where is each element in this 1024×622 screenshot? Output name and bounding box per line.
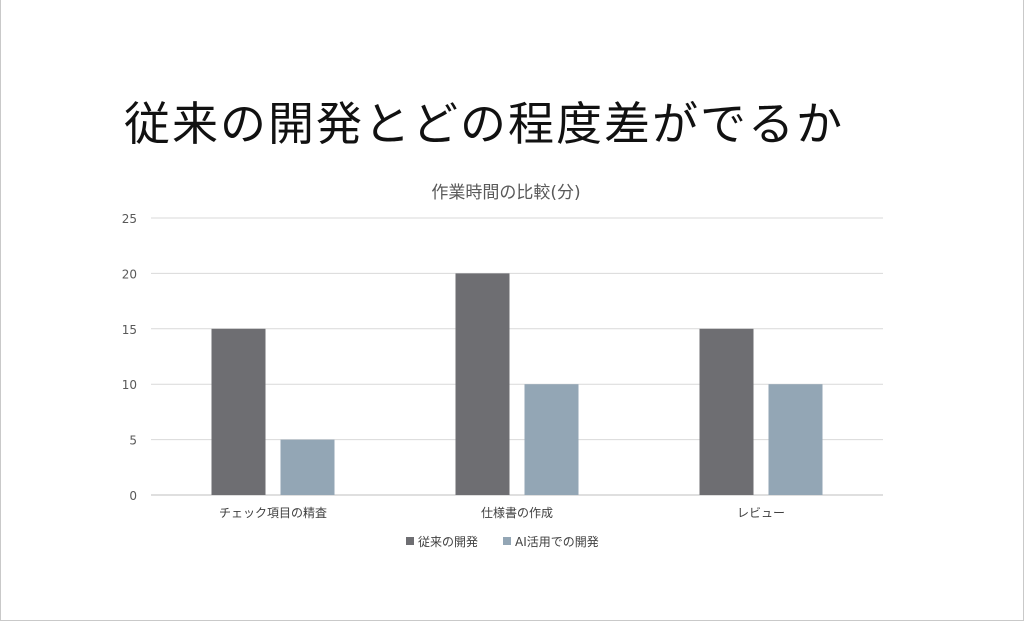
y-tick-label: 25	[122, 212, 137, 226]
y-tick-label: 10	[122, 378, 137, 392]
y-tick-label: 0	[129, 489, 137, 503]
legend-swatch	[503, 537, 511, 545]
bar-conventional-0	[211, 328, 266, 495]
y-tick-label: 15	[122, 323, 137, 337]
bar-conventional-1	[455, 273, 510, 495]
legend: 従来の開発 AI活用での開発	[406, 535, 599, 549]
bar-ai-0	[280, 439, 335, 495]
legend-label: 従来の開発	[418, 535, 478, 549]
bar-ai-2	[768, 384, 823, 495]
slide-title: 従来の開発とどの程度差がでるか	[124, 97, 844, 151]
x-axis-labels: チェック項目の精査 仕様書の作成 レビュー	[219, 506, 785, 520]
legend-swatch	[406, 537, 414, 545]
x-tick-label: レビュー	[737, 506, 785, 520]
y-axis-ticks: 0 5 10 15 20 25	[122, 212, 137, 503]
chart-title: 作業時間の比較(分)	[431, 183, 580, 203]
gridlines	[151, 217, 883, 496]
legend-label: AI活用での開発	[515, 535, 599, 549]
y-tick-label: 20	[122, 267, 137, 281]
bars	[211, 273, 823, 495]
bar-ai-1	[524, 384, 579, 495]
x-tick-label: チェック項目の精査	[219, 506, 327, 520]
x-tick-label: 仕様書の作成	[481, 506, 553, 520]
y-tick-label: 5	[129, 434, 137, 448]
bar-conventional-2	[699, 328, 754, 495]
